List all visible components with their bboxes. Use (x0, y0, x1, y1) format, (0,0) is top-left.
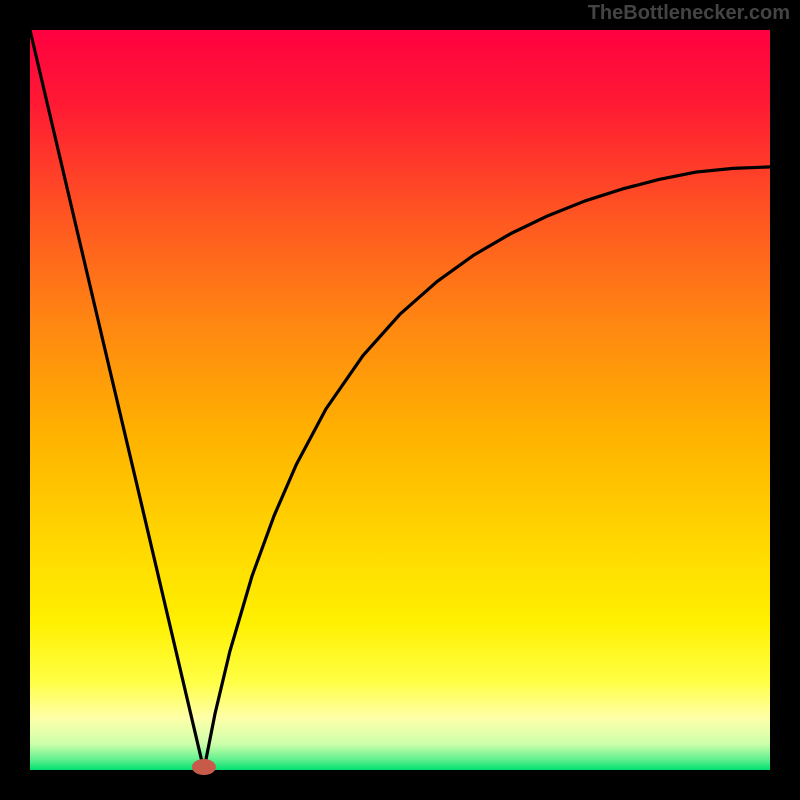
plot-background (30, 30, 770, 770)
bottleneck-chart (0, 0, 800, 800)
chart-container: TheBottlenecker.com (0, 0, 800, 800)
optimum-marker (192, 759, 216, 775)
